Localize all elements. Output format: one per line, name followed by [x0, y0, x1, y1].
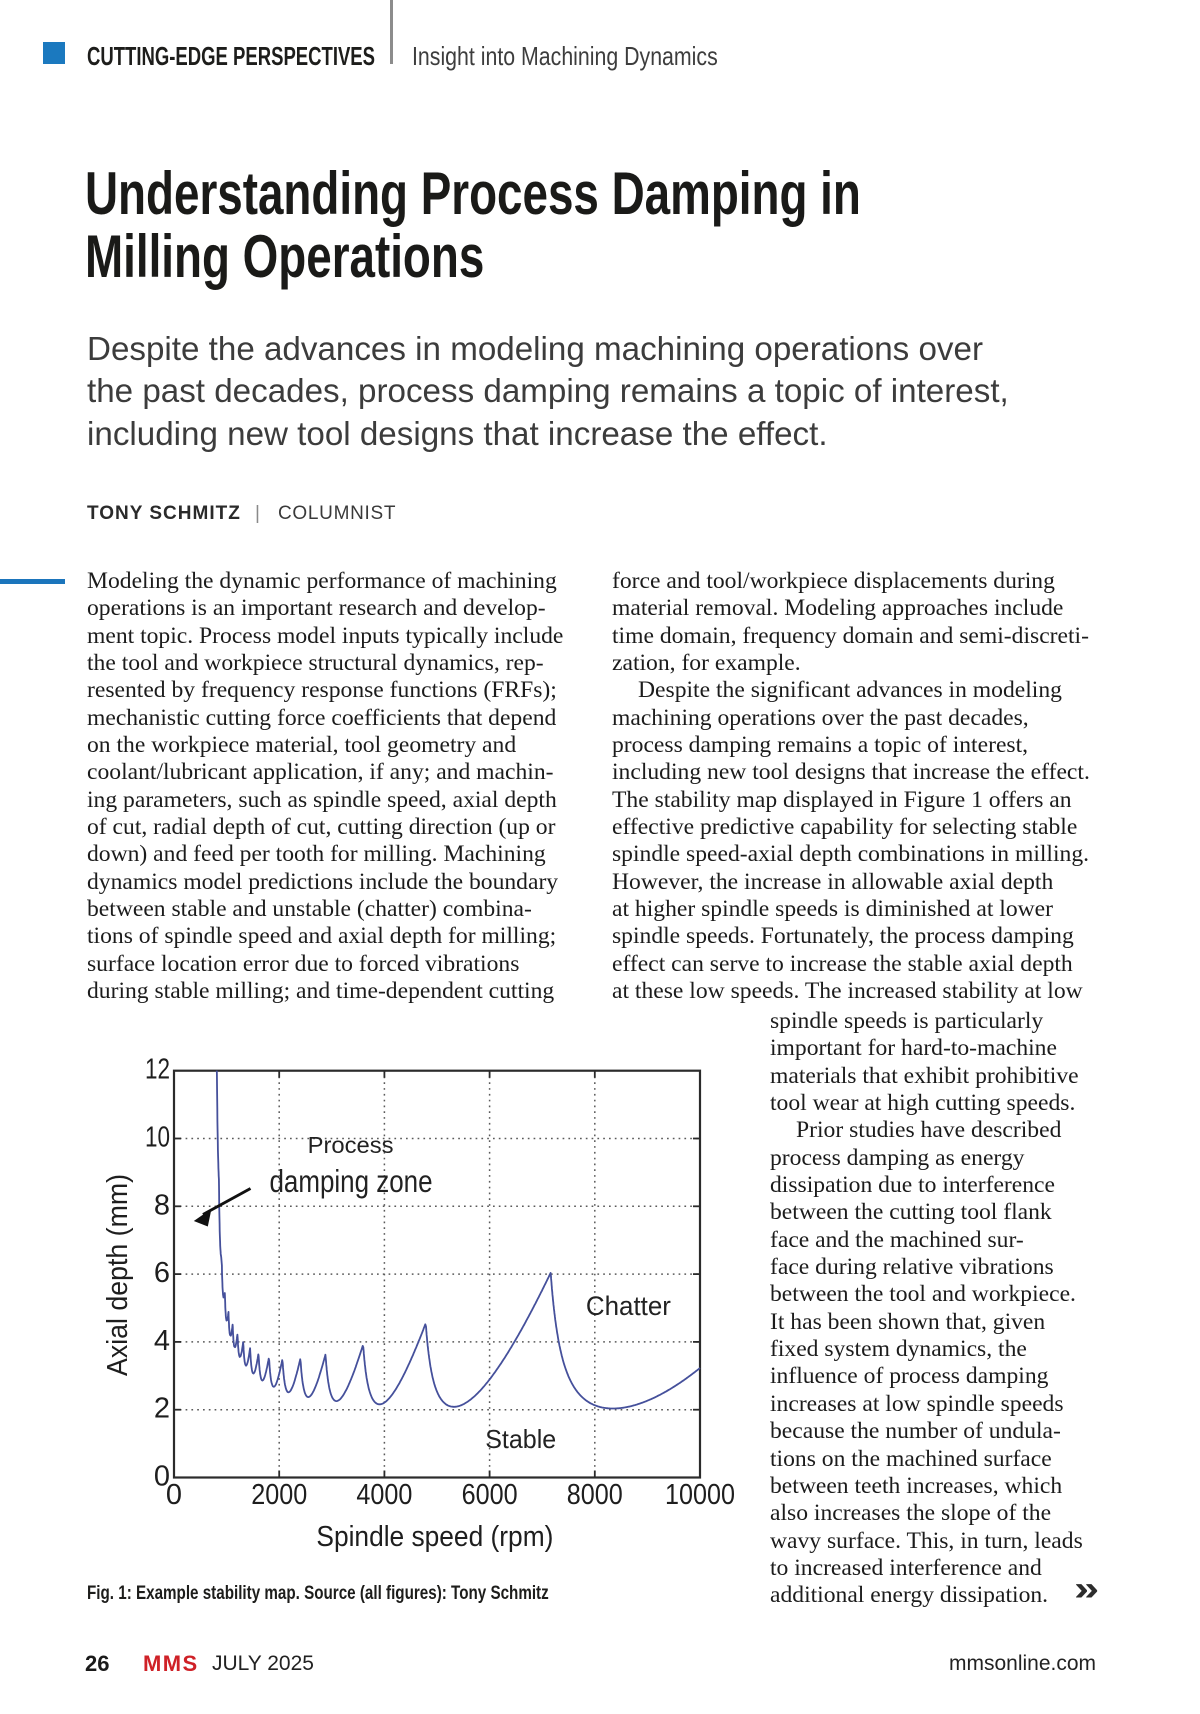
svg-text:damping zone: damping zone [270, 1163, 433, 1199]
svg-text:10: 10 [145, 1122, 170, 1154]
svg-text:Stable: Stable [485, 1424, 556, 1454]
svg-text:4: 4 [154, 1325, 170, 1357]
svg-text:2: 2 [154, 1393, 170, 1425]
svg-text:2000: 2000 [251, 1479, 307, 1511]
svg-text:12: 12 [145, 1054, 170, 1086]
svg-text:0: 0 [154, 1461, 170, 1493]
svg-text:6: 6 [154, 1257, 170, 1289]
svg-text:8000: 8000 [567, 1479, 623, 1511]
svg-text:10000: 10000 [665, 1479, 735, 1511]
svg-text:Chatter: Chatter [586, 1291, 671, 1321]
svg-text:Axial depth (mm): Axial depth (mm) [102, 1174, 134, 1376]
svg-text:6000: 6000 [462, 1479, 518, 1511]
svg-text:4000: 4000 [356, 1479, 412, 1511]
svg-text:8: 8 [154, 1189, 170, 1221]
svg-text:0: 0 [166, 1479, 182, 1511]
svg-text:Process: Process [308, 1132, 394, 1158]
svg-text:Spindle speed (rpm): Spindle speed (rpm) [316, 1521, 553, 1553]
